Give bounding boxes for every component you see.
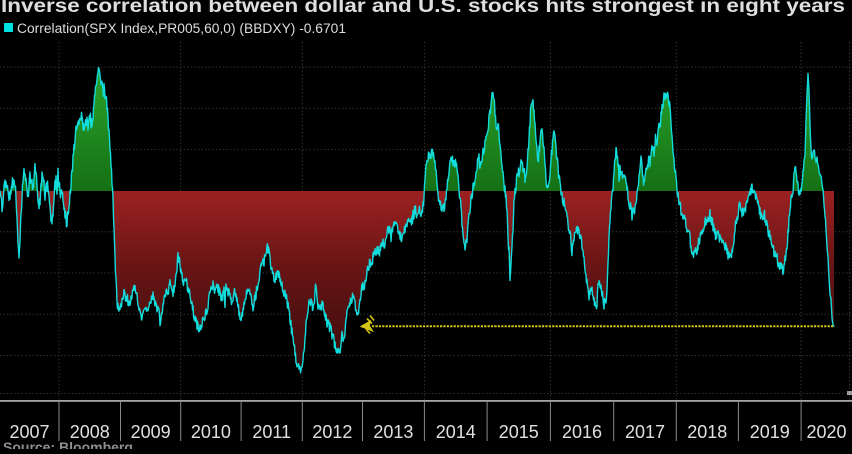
svg-text:2018: 2018	[687, 422, 727, 442]
svg-text:2007: 2007	[9, 422, 49, 442]
svg-text:2016: 2016	[562, 422, 602, 442]
svg-text:2013: 2013	[373, 422, 413, 442]
svg-text:Source: Bloomberg: Source: Bloomberg	[3, 439, 133, 449]
svg-text:2008: 2008	[70, 422, 110, 442]
svg-text:2010: 2010	[191, 422, 231, 442]
svg-text:2017: 2017	[625, 422, 665, 442]
svg-text:2014: 2014	[436, 422, 476, 442]
svg-text:2015: 2015	[499, 422, 539, 442]
svg-text:Correlation(SPX Index,PR005,60: Correlation(SPX Index,PR005,60,0) (BBDXY…	[17, 21, 346, 36]
svg-text:2009: 2009	[131, 422, 171, 442]
svg-text:2020: 2020	[806, 422, 846, 442]
svg-text:Inverse correlation between do: Inverse correlation between dollar and U…	[1, 0, 845, 17]
svg-text:2019: 2019	[750, 422, 790, 442]
svg-text:2012: 2012	[312, 422, 352, 442]
svg-text:2011: 2011	[252, 422, 291, 442]
